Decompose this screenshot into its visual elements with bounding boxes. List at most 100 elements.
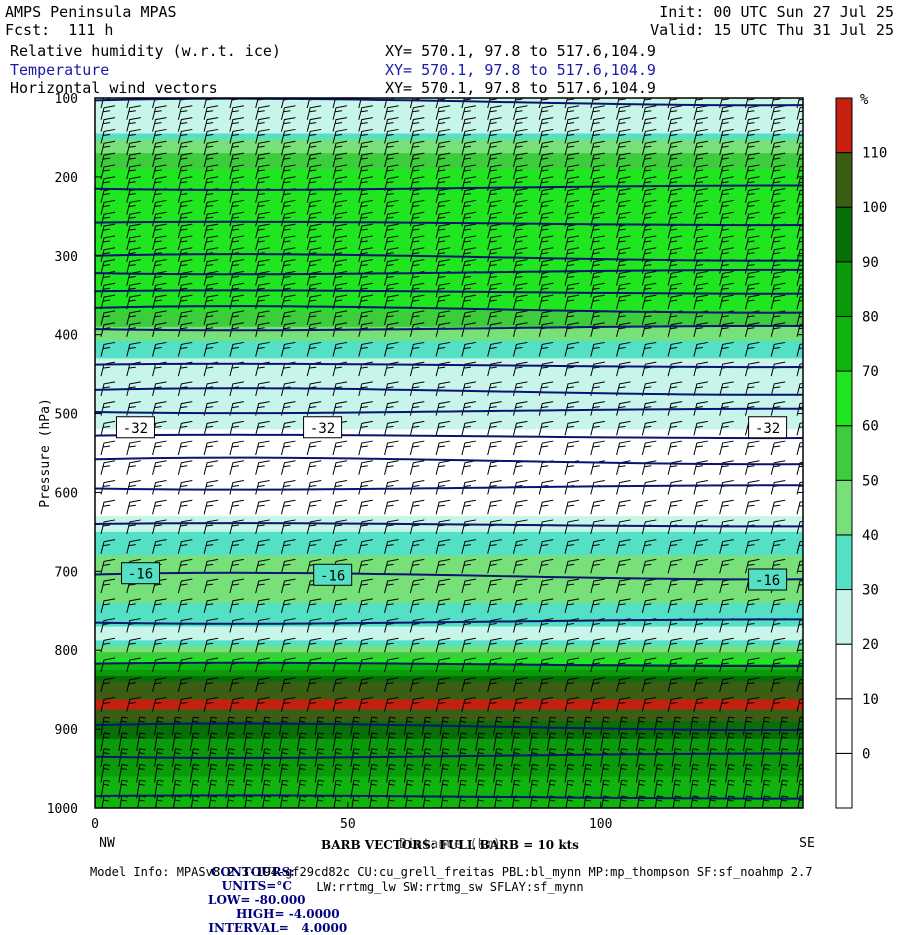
- wind-barb: [719, 235, 734, 251]
- wind-barb: [538, 539, 554, 554]
- wind-barb: [616, 696, 631, 712]
- wind-barb: [641, 499, 657, 515]
- wind-barb: [280, 176, 296, 191]
- rh-band: [95, 460, 803, 474]
- wind-barb: [564, 539, 580, 554]
- temperature-contours: [95, 98, 803, 800]
- rh-band: [95, 539, 803, 549]
- wind-barb: [564, 578, 580, 594]
- isotherm-line: [95, 305, 803, 314]
- wind-barb: [306, 140, 322, 156]
- wind-barb: [616, 539, 631, 554]
- isotherm-line: [95, 522, 803, 528]
- wind-barb: [461, 578, 476, 594]
- wind-barb: [332, 140, 348, 156]
- wind-barb: [358, 637, 373, 653]
- wind-barb: [306, 637, 322, 653]
- rh-band: [95, 346, 803, 354]
- wind-barb: [770, 294, 786, 310]
- wind-barb: [719, 211, 734, 227]
- wind-barb: [203, 199, 219, 215]
- rh-band: [95, 733, 803, 740]
- wind-barb: [641, 117, 657, 132]
- wind-barb: [384, 460, 399, 475]
- rh-band: [95, 634, 803, 641]
- wind-barb: [409, 310, 425, 326]
- wind-barb: [100, 341, 116, 357]
- x-end-label-nw: NW: [99, 836, 115, 851]
- plot-frame: [94, 97, 804, 809]
- wind-barb: [616, 381, 631, 397]
- wind-barb: [719, 270, 734, 286]
- wind-barb: [152, 164, 167, 180]
- wind-barb: [641, 294, 657, 310]
- wind-barb: [439, 764, 450, 783]
- wind-barb: [564, 558, 580, 574]
- wind-barb: [487, 310, 502, 326]
- wind-barb: [229, 341, 244, 357]
- wind-barb: [770, 247, 786, 262]
- wind-barb: [261, 764, 271, 783]
- wind-barb: [332, 732, 343, 752]
- wind-barb: [590, 657, 605, 673]
- wind-barb: [177, 677, 193, 692]
- wind-barb: [487, 164, 502, 180]
- wind-barb: [126, 381, 141, 397]
- wind-barb: [770, 164, 786, 180]
- wind-barb: [203, 420, 219, 436]
- wind-barb: [512, 223, 528, 239]
- wind-barb: [546, 716, 557, 736]
- wind-barb: [512, 152, 528, 168]
- wind-barb: [770, 98, 781, 109]
- wind-barb: [255, 440, 270, 456]
- wind-barb: [770, 235, 786, 251]
- wind-barb: [306, 117, 322, 132]
- wind-barb: [314, 716, 325, 736]
- wind-barb: [409, 460, 425, 475]
- wind-barb: [590, 128, 605, 144]
- wind-barb: [600, 732, 610, 752]
- wind-barb: [152, 519, 167, 535]
- wind-barb: [280, 128, 296, 144]
- wind-barb: [409, 440, 425, 456]
- colorbar-label: 80: [862, 309, 879, 325]
- wind-barb: [332, 480, 348, 495]
- wind-barb: [100, 480, 116, 495]
- wind-barb: [100, 282, 116, 298]
- wind-barb: [538, 341, 554, 357]
- wind-barb: [409, 235, 425, 251]
- wind-barb: [616, 247, 631, 262]
- wind-barb: [255, 223, 270, 239]
- isotherm-line: [95, 387, 803, 396]
- wind-barb: [332, 341, 348, 357]
- wind-barb: [635, 732, 646, 752]
- wind-barb: [770, 499, 786, 515]
- wind-barb: [538, 164, 554, 180]
- wind-barb: [653, 732, 664, 752]
- colorbar: 0 10 20 30 40 50 60 70 80 90 100 110%: [835, 92, 887, 809]
- wind-barb: [582, 764, 592, 783]
- wind-barb: [487, 677, 502, 692]
- wind-barb: [744, 247, 760, 262]
- wind-barb: [384, 677, 399, 692]
- wind-barb: [100, 420, 116, 436]
- wind-barb: [435, 98, 446, 109]
- wind-barb: [126, 499, 141, 515]
- wind-barb: [403, 732, 414, 752]
- wind-barb: [461, 677, 476, 692]
- wind-barb: [203, 164, 219, 180]
- x-end-label-se: SE: [799, 836, 815, 851]
- wind-barb: [229, 128, 244, 144]
- rh-band: [95, 579, 803, 588]
- y-tick-label: 100: [55, 92, 78, 107]
- wind-barb: [207, 732, 218, 752]
- rh-band: [95, 727, 803, 734]
- wind-barb: [590, 420, 605, 436]
- wind-barb: [778, 732, 789, 752]
- wind-barb: [435, 499, 451, 515]
- wind-barb: [719, 637, 734, 653]
- wind-barb: [409, 637, 425, 653]
- wind-barb: [306, 164, 322, 180]
- wind-barb: [152, 460, 167, 475]
- wind-barb: [177, 199, 193, 215]
